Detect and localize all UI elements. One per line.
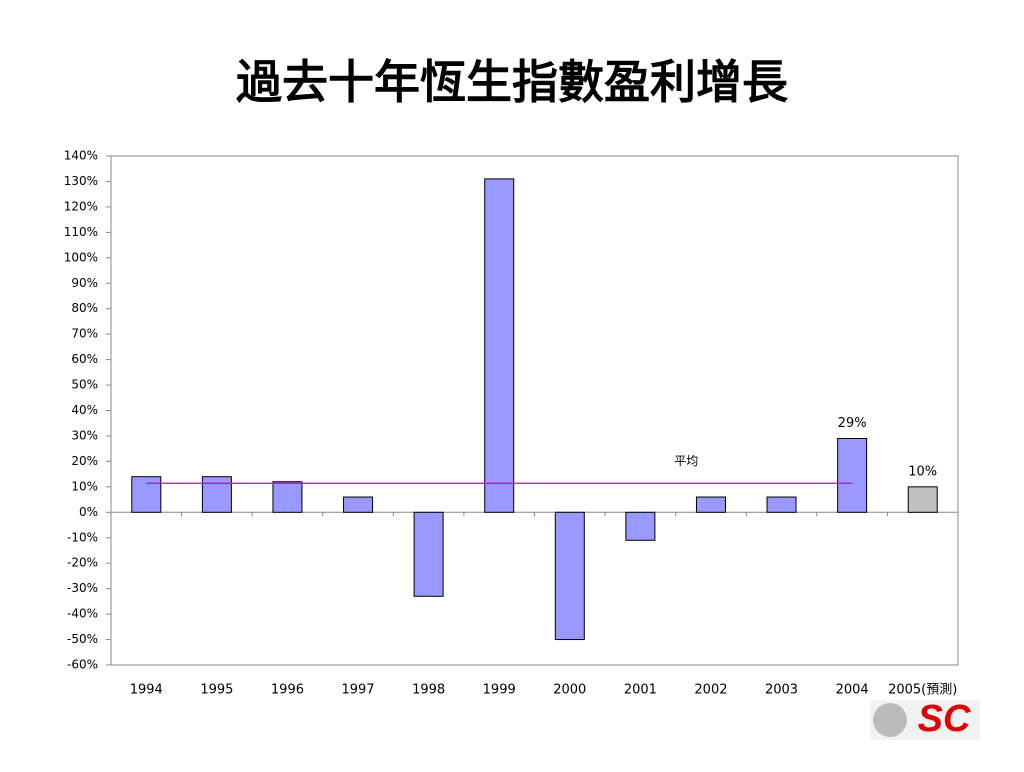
x-tick-label: 1997 bbox=[341, 683, 374, 698]
y-tick-label: -40% bbox=[67, 607, 98, 621]
y-tick-label: 30% bbox=[71, 428, 98, 442]
y-tick-label: -10% bbox=[67, 530, 98, 544]
y-tick-label: 120% bbox=[64, 199, 98, 213]
bar bbox=[272, 481, 303, 513]
bar bbox=[484, 178, 515, 513]
y-tick-label: 10% bbox=[71, 479, 98, 493]
bar bbox=[554, 511, 585, 641]
logo-text: SC bbox=[918, 698, 971, 740]
y-tick-label: 100% bbox=[64, 250, 98, 264]
average-label: 平均 bbox=[674, 454, 698, 468]
bar bbox=[413, 511, 444, 597]
y-tick-label: 40% bbox=[71, 403, 98, 417]
logo-globe bbox=[873, 703, 907, 737]
y-tick-label: 60% bbox=[71, 352, 98, 366]
bar bbox=[766, 496, 797, 513]
x-tick-label: 2003 bbox=[765, 683, 798, 698]
x-tick-label: 1994 bbox=[130, 683, 163, 698]
y-tick-label: -30% bbox=[67, 581, 98, 595]
y-tick-label: 90% bbox=[71, 276, 98, 290]
x-tick-label: 2002 bbox=[694, 683, 727, 698]
value-label: 29% bbox=[838, 416, 867, 431]
chart-title: 過去十年恆生指數盈利增長 bbox=[236, 55, 789, 109]
y-tick-label: -20% bbox=[67, 556, 98, 570]
y-tick-label: 110% bbox=[64, 225, 98, 239]
bar bbox=[695, 496, 726, 513]
bar bbox=[625, 511, 656, 541]
y-tick-label: 0% bbox=[79, 505, 98, 519]
y-tick-label: 70% bbox=[71, 327, 98, 341]
x-tick-label: 2000 bbox=[553, 683, 586, 698]
bar bbox=[343, 496, 374, 513]
x-tick-label: 1998 bbox=[412, 683, 445, 698]
x-tick-label: 1996 bbox=[271, 683, 304, 698]
x-tick-label: 1999 bbox=[483, 683, 516, 698]
logo: SC bbox=[870, 698, 980, 740]
y-tick-label: 80% bbox=[71, 301, 98, 315]
x-tick-label: 1995 bbox=[200, 683, 233, 698]
bar bbox=[837, 437, 868, 513]
y-tick-label: -60% bbox=[67, 658, 98, 672]
y-tick-label: 140% bbox=[64, 149, 98, 163]
x-tick-label: 2005(預測) bbox=[888, 683, 957, 698]
value-label: 10% bbox=[908, 464, 937, 479]
plot-frame bbox=[110, 155, 959, 666]
bar bbox=[131, 476, 162, 513]
y-tick-label: 20% bbox=[71, 454, 98, 468]
x-tick-label: 2004 bbox=[836, 683, 869, 698]
bar bbox=[201, 476, 232, 513]
x-tick-label: 2001 bbox=[624, 683, 657, 698]
y-tick-label: 50% bbox=[71, 378, 98, 392]
y-tick-label: -50% bbox=[67, 632, 98, 646]
bar bbox=[907, 486, 938, 513]
y-tick-label: 130% bbox=[64, 174, 98, 188]
